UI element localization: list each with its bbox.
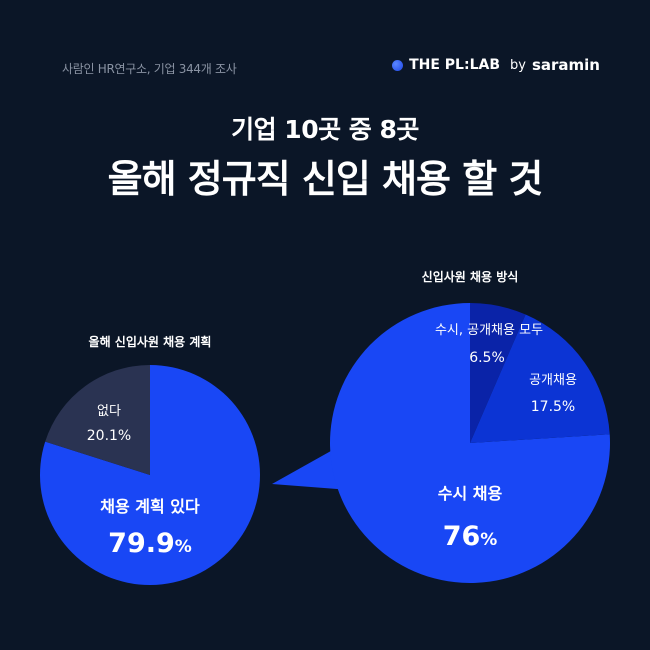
hiring-method-pie: 수시 채용 76% 수시, 공개채용 모두 6.5% 공개채용 17.5%	[330, 303, 610, 583]
hiring-method-chart-title: 신입사원 채용 방식	[421, 270, 519, 284]
slice-value-hiring-no: 20.1%	[87, 428, 131, 444]
pie-slice-없다	[45, 365, 150, 475]
slice-label-hiring-no: 없다	[97, 404, 121, 419]
slice-label-hiring-yes: 채용 계획 있다	[100, 497, 200, 516]
hiring-plan-chart-title: 올해 신입사원 채용 계획	[88, 335, 212, 349]
headline-title: 올해 정규직 신입 채용 할 것	[107, 157, 544, 201]
callout-pointer	[272, 447, 350, 490]
source-note: 사람인 HR연구소, 기업 344개 조사	[62, 62, 237, 76]
slice-value-hiring-yes: 79.9%	[108, 528, 192, 559]
slice-label-open-hire: 공개채용	[529, 373, 577, 388]
slice-value-both: 6.5%	[469, 350, 505, 366]
partner-name: saramin	[531, 56, 600, 74]
slice-label-rolling-hire: 수시 채용	[438, 484, 503, 503]
brand-dot-icon	[392, 59, 404, 71]
headline-subtitle: 기업 10곳 중 8곳	[231, 115, 419, 144]
brand-logo: THE PL:LAB by saramin	[392, 56, 600, 74]
brand-by: by	[510, 57, 526, 73]
slice-value-rolling-hire: 76%	[443, 521, 498, 552]
slice-label-both: 수시, 공개채용 모두	[435, 323, 543, 338]
pie-slice-수시-공개채용-모두	[470, 303, 526, 443]
hiring-plan-pie: 채용 계획 있다 79.9% 없다 20.1%	[39, 365, 261, 585]
slice-value-open-hire: 17.5%	[531, 399, 575, 415]
pie-slice-공개채용	[470, 314, 610, 443]
brand-name: THE PL:LAB	[409, 57, 501, 73]
